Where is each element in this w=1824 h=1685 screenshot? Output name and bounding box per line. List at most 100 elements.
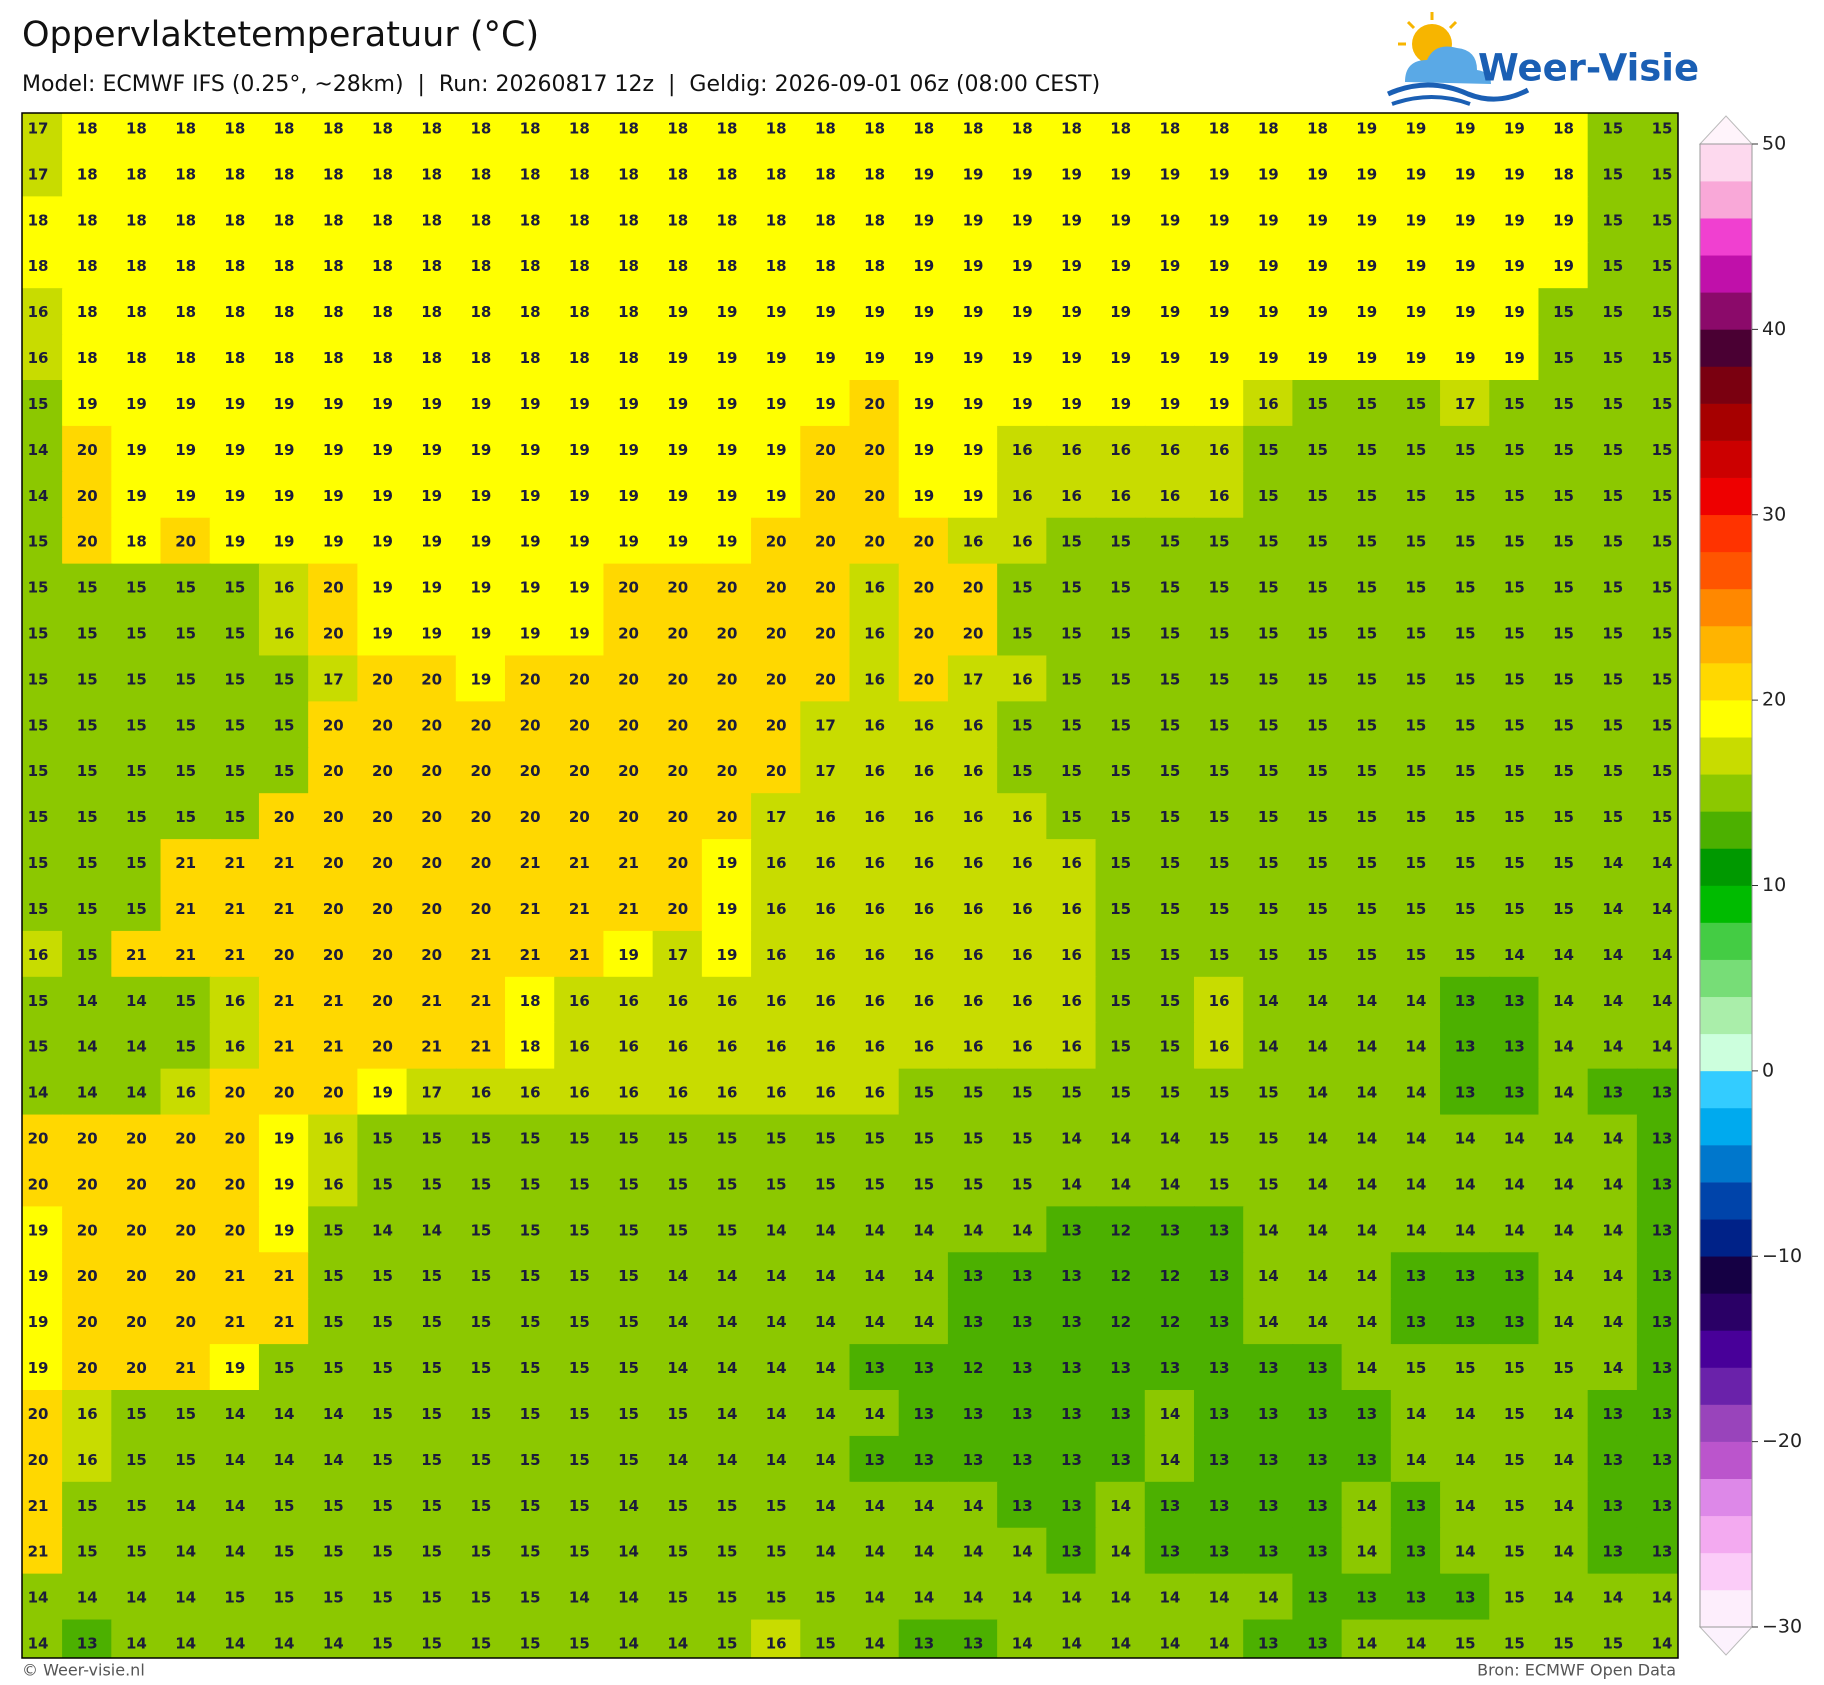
temperature-cell [1046, 1481, 1097, 1529]
temperature-label: 14 [323, 1405, 344, 1423]
temperature-label: 19 [1553, 257, 1574, 275]
temperature-cell [111, 1390, 162, 1437]
temperature-cell [554, 1068, 605, 1116]
temperature-cell [1489, 655, 1540, 703]
temperature-label: 19 [1209, 349, 1230, 367]
temperature-cell [554, 655, 605, 703]
temperature-cell [258, 1344, 310, 1391]
temperature-label: 15 [77, 900, 98, 918]
temperature-label: 19 [963, 303, 984, 321]
temperature-cell [1243, 1022, 1294, 1070]
temperature-cell [62, 563, 113, 611]
temperature-cell [1046, 976, 1097, 1024]
temperature-cell [258, 563, 310, 611]
temperature-cell [505, 885, 556, 932]
temperature-label: 15 [1406, 395, 1427, 413]
temperature-label: 20 [913, 625, 934, 643]
temperature-cell [800, 1344, 851, 1391]
temperature-cell [1440, 609, 1491, 657]
temperature-cell [160, 242, 211, 290]
temperature-cell [800, 793, 851, 841]
colorbar-tick-label: 20 [1762, 689, 1786, 711]
temperature-label: 18 [372, 349, 393, 367]
temperature-cell [751, 976, 802, 1024]
temperature-label: 13 [1602, 1497, 1623, 1515]
temperature-label: 14 [1602, 1221, 1623, 1239]
temperature-cell [554, 1481, 605, 1529]
temperature-label: 16 [1209, 1038, 1230, 1056]
temperature-label: 19 [1258, 349, 1279, 367]
temperature-cell [652, 563, 703, 611]
temperature-label: 19 [913, 211, 934, 229]
temperature-label: 19 [1012, 211, 1033, 229]
temperature-cell [1046, 242, 1097, 290]
temperature-cell [1144, 747, 1195, 795]
temperature-label: 18 [520, 165, 541, 183]
temperature-cell [1046, 747, 1097, 795]
temperature-label: 16 [1012, 946, 1033, 964]
temperature-cell [505, 1114, 556, 1162]
temperature-cell [1243, 380, 1294, 427]
temperature-cell [357, 150, 408, 198]
temperature-cell [1538, 150, 1589, 198]
temperature-label: 19 [175, 441, 196, 459]
temperature-label: 19 [470, 533, 491, 551]
temperature-label: 13 [1652, 1130, 1673, 1148]
temperature-cell [1587, 655, 1638, 703]
temperature-cell [258, 930, 310, 978]
temperature-cell [406, 1298, 457, 1346]
temperature-label: 16 [963, 1038, 984, 1056]
temperature-label: 15 [28, 625, 49, 643]
logo-wave [1386, 82, 1530, 102]
temperature-label: 19 [520, 579, 541, 597]
temperature-label: 21 [520, 854, 541, 872]
temperature-cell [22, 150, 64, 198]
temperature-cell [554, 1022, 605, 1070]
temperature-cell [947, 1481, 999, 1529]
temperature-cell [1341, 1435, 1392, 1483]
temperature-label: 15 [126, 1405, 147, 1423]
temperature-label: 15 [470, 1589, 491, 1607]
temperature-cell [258, 976, 310, 1024]
temperature-label: 19 [1110, 211, 1131, 229]
temperature-cell [1390, 747, 1442, 795]
temperature-cell [1193, 380, 1245, 427]
temperature-label: 16 [963, 762, 984, 780]
temperature-cell [209, 1068, 260, 1116]
temperature-cell [997, 839, 1048, 886]
temperature-cell [997, 113, 1048, 152]
temperature-cell [1193, 1619, 1245, 1658]
temperature-label: 16 [274, 625, 295, 643]
temperature-cell [455, 288, 507, 336]
temperature-label: 15 [77, 625, 98, 643]
temperature-cell [1440, 425, 1491, 473]
temperature-label: 19 [126, 395, 147, 413]
temperature-label: 14 [1553, 1084, 1574, 1102]
temperature-label: 20 [77, 1267, 98, 1285]
temperature-label: 21 [175, 854, 196, 872]
temperature-label: 20 [372, 992, 393, 1010]
temperature-cell [1440, 930, 1491, 978]
temperature-cell [111, 1573, 162, 1621]
temperature-label: 14 [815, 1497, 836, 1515]
temperature-label: 19 [323, 533, 344, 551]
temperature-label: 13 [1602, 1543, 1623, 1561]
colorbar-segment [1700, 403, 1752, 441]
temperature-label: 20 [766, 625, 787, 643]
temperature-label: 14 [28, 441, 49, 459]
temperature-label: 19 [372, 1084, 393, 1102]
temperature-label: 15 [913, 1130, 934, 1148]
temperature-cell [751, 1481, 802, 1529]
temperature-cell [209, 150, 260, 198]
temperature-label: 15 [1110, 854, 1131, 872]
temperature-cell [603, 609, 654, 657]
temperature-cell [751, 471, 802, 519]
temperature-label: 18 [224, 303, 245, 321]
temperature-label: 19 [815, 349, 836, 367]
colorbar-segment [1700, 700, 1752, 738]
temperature-cell [603, 1114, 654, 1162]
temperature-cell [947, 655, 999, 703]
temperature-label: 20 [667, 854, 688, 872]
temperature-label: 20 [224, 1175, 245, 1193]
temperature-cell [1587, 1344, 1638, 1391]
